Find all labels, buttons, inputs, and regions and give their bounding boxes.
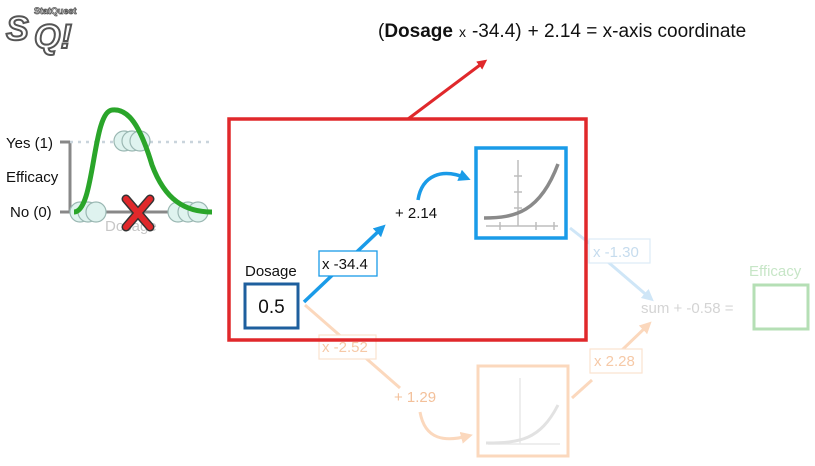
top-output-arrow bbox=[607, 260, 654, 302]
input-label: Dosage bbox=[245, 263, 297, 280]
statquest-logo: S Q! StatQuest bbox=[5, 6, 77, 57]
left-plot: Yes (1) Efficacy No (0) Dosage bbox=[6, 107, 213, 235]
formula-arrow bbox=[407, 59, 488, 121]
bottom-weight: x -2.52 bbox=[322, 339, 368, 356]
svg-text:Q!: Q! bbox=[34, 18, 72, 56]
input-value: 0.5 bbox=[258, 297, 284, 318]
input-node bbox=[243, 282, 300, 330]
red-x-icon bbox=[121, 194, 155, 232]
top-weight-box bbox=[318, 250, 378, 277]
bottom-activation-curve bbox=[485, 404, 560, 445]
bottom-bias: + 1.29 bbox=[394, 389, 436, 406]
output-node bbox=[752, 283, 810, 331]
top-bias: + 2.14 bbox=[395, 205, 437, 222]
faded-network: x -1.30 x -2.52 + 1.29 x 2.28 sum + -0.5… bbox=[304, 226, 810, 458]
formula-rest: + 2.14 = x-axis coordinate bbox=[528, 21, 747, 42]
top-output-weight-box bbox=[588, 238, 651, 264]
highlight-box bbox=[227, 117, 588, 342]
bottom-output-weight: x 2.28 bbox=[594, 353, 635, 370]
formula-weight: -34.4) bbox=[472, 21, 522, 42]
top-bias-arrow bbox=[416, 169, 471, 201]
formula-times: x bbox=[459, 24, 466, 40]
bottom-output-connection bbox=[570, 378, 594, 400]
y-axis-label: Efficacy bbox=[6, 169, 59, 186]
top-activation-box bbox=[474, 146, 568, 240]
sum-label: sum + -0.58 = bbox=[641, 300, 734, 317]
green-curve bbox=[73, 107, 213, 215]
svg-text:S: S bbox=[6, 10, 29, 48]
y-bottom-label: No (0) bbox=[10, 204, 52, 221]
output-label: Efficacy bbox=[749, 263, 802, 280]
formula-open-paren: ( bbox=[378, 21, 385, 42]
top-activation-axes bbox=[486, 160, 558, 230]
bottom-bias-arrow bbox=[418, 411, 473, 444]
bottom-output-weight-box bbox=[589, 348, 643, 374]
formula: (Dosage x -34.4) + 2.14 = x-axis coordinate bbox=[378, 21, 746, 42]
data-point bbox=[85, 201, 107, 223]
svg-text:StatQuest: StatQuest bbox=[34, 6, 77, 16]
top-output-weight: x -1.30 bbox=[593, 244, 639, 261]
top-activation-curve bbox=[483, 163, 560, 220]
y-top-label: Yes (1) bbox=[6, 135, 53, 152]
bottom-output-arrow bbox=[618, 321, 652, 354]
top-weight: x -34.4 bbox=[322, 256, 368, 273]
formula-variable: Dosage bbox=[384, 21, 453, 42]
